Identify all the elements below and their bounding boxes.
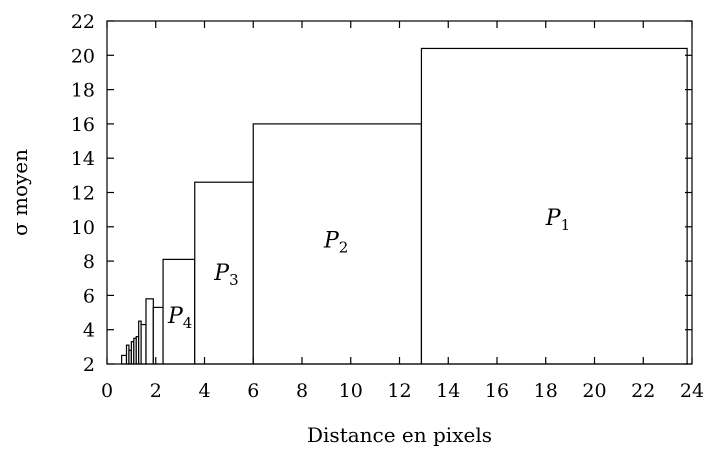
- bar-label-main: P: [323, 228, 340, 253]
- x-tick-label: 12: [387, 380, 411, 402]
- bar-label-p1: P1: [545, 206, 570, 234]
- x-tick-label: 22: [631, 380, 655, 402]
- bar-label-main: P: [213, 261, 230, 286]
- bar-label-main: P: [167, 304, 184, 329]
- y-tick-label: 6: [83, 285, 95, 307]
- bar-label-subscript: 2: [339, 238, 349, 256]
- y-tick-label: 8: [83, 251, 95, 273]
- x-tick-label: 4: [198, 380, 210, 402]
- bar-label-subscript: 4: [183, 314, 193, 332]
- bar-label-p4: P4: [167, 304, 192, 332]
- y-tick-label: 22: [71, 11, 95, 33]
- y-tick-label: 18: [71, 80, 95, 102]
- x-tick-label: 0: [101, 380, 113, 402]
- y-tick-label: 14: [71, 148, 95, 170]
- x-tick-label: 2: [150, 380, 162, 402]
- x-tick-label: 16: [485, 380, 509, 402]
- x-tick-label: 8: [296, 380, 308, 402]
- bar-label-p3: P3: [213, 261, 238, 289]
- y-tick-label: 2: [83, 354, 95, 376]
- bar-7: [140, 323, 147, 365]
- x-axis-title: Distance en pixels: [307, 423, 492, 447]
- y-tick-label: 12: [71, 183, 95, 205]
- x-tick-label: 14: [436, 380, 460, 402]
- bar-8: [145, 298, 154, 365]
- plot-frame: [106, 20, 693, 365]
- bar-0: [121, 354, 128, 365]
- bar-label-main: P: [545, 206, 562, 231]
- x-tick-label: 6: [247, 380, 259, 402]
- bar-label-subscript: 1: [561, 216, 571, 234]
- bars-group: [121, 47, 688, 365]
- bar-label-subscript: 3: [229, 271, 239, 289]
- y-tick-label: 20: [71, 45, 95, 67]
- y-axis-title: σ moyen: [8, 149, 32, 236]
- x-tick-label: 20: [582, 380, 606, 402]
- y-tick-label: 4: [83, 320, 95, 342]
- bar-9: [152, 306, 164, 365]
- bar-p1: [420, 47, 688, 365]
- bar-label-p2: P2: [323, 228, 348, 256]
- y-tick-label: 16: [71, 114, 95, 136]
- x-tick-label: 10: [339, 380, 363, 402]
- bar-p3: [194, 181, 254, 365]
- x-tick-label: 24: [680, 380, 704, 402]
- x-tick-label: 18: [534, 380, 558, 402]
- y-tick-label: 10: [71, 217, 95, 239]
